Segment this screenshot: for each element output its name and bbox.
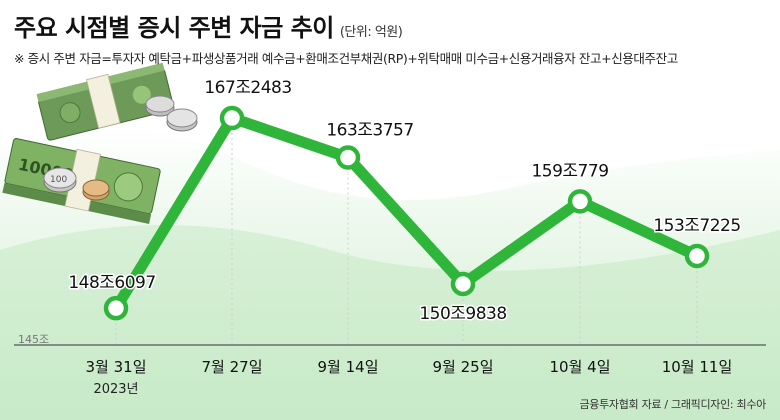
data-point-5 — [684, 243, 710, 269]
data-label-3: 150조9838 — [419, 304, 506, 324]
coin-denomination: 100 — [50, 175, 67, 185]
data-label-2: 163조3757 — [326, 121, 413, 141]
chart-title: 주요 시점별 증시 주변 자금 추이 (단위: 억원) — [14, 8, 403, 43]
data-label-5: 153조7225 — [653, 216, 740, 236]
data-point-2 — [335, 145, 361, 170]
data-point-4 — [567, 189, 593, 214]
x-tick-label-2: 9월 14일 — [318, 358, 379, 376]
money-stack-and-coins-icon: 10000 100 — [2, 62, 198, 224]
data-label-1: 167조2483 — [204, 78, 291, 98]
year-label: 2023년 — [93, 382, 138, 397]
data-point-3 — [450, 271, 476, 297]
source-credit: 금융투자협회 자료 / 그래픽디자인: 최수아 — [579, 398, 766, 411]
data-label-4: 159조779 — [531, 161, 608, 181]
x-tick-label-5: 10월 11일 — [662, 358, 733, 376]
chart-title-text: 주요 시점별 증시 주변 자금 추이 — [14, 14, 334, 42]
x-tick-label-3: 9월 25일 — [433, 358, 494, 376]
x-tick-label-4: 10월 4일 — [550, 358, 611, 376]
definition-note: ※ 증시 주변 자금=투자자 예탁금+파생상품거래 예수금+환매조건부채권(RP… — [14, 51, 678, 66]
unit-label: (단위: 억원) — [339, 25, 403, 40]
x-tick-label-0: 3월 31일 — [86, 358, 147, 376]
data-label-0: 148조6097 — [68, 273, 155, 293]
data-point-1 — [219, 105, 245, 131]
y-axis-label: 145조 — [18, 333, 49, 346]
x-tick-label-1: 7월 27일 — [202, 358, 263, 376]
series-line — [110, 112, 703, 314]
data-point-0 — [103, 295, 129, 321]
